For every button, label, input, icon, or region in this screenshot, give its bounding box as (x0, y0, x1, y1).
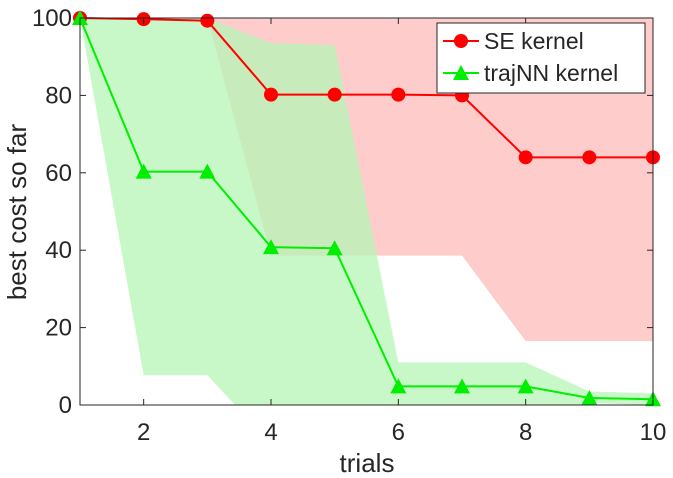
y-tick-label: 60 (45, 160, 72, 187)
legend-se-kernel-marker (454, 34, 468, 48)
y-tick-label: 40 (45, 237, 72, 264)
trajnn-kernel-point (263, 239, 279, 255)
legend-se-kernel-label: SE kernel (484, 28, 584, 54)
x-tick-label: 4 (264, 419, 277, 446)
x-axis-ticks: 2 4 6 8 10 (137, 18, 666, 446)
y-tick-label: 20 (45, 315, 72, 342)
trajnn-kernel-point (581, 390, 598, 406)
trajnn-kernel-line (79, 17, 654, 401)
trajnn-kernel-point (390, 378, 407, 394)
se-kernel-point (518, 150, 533, 165)
trajnn-kernel-point (199, 163, 216, 179)
se-kernel-point (200, 13, 215, 28)
se-kernel-point (327, 87, 342, 102)
trajnn-kernel-point (517, 378, 534, 394)
series-lines (79, 17, 654, 401)
y-axis-ticks: 0 20 40 60 80 100 (32, 5, 653, 419)
x-tick-label: 6 (392, 419, 405, 446)
legend-trajnn-kernel-marker (453, 65, 469, 80)
x-tick-label: 8 (519, 419, 532, 446)
x-tick-label: 2 (137, 419, 150, 446)
se-kernel-band (80, 18, 653, 342)
y-tick-label: 100 (32, 5, 72, 32)
plot-frame (79, 17, 654, 406)
y-tick-label: 80 (45, 82, 72, 109)
se-kernel-point (582, 150, 597, 165)
trajnn-kernel-point (326, 240, 343, 256)
x-tick-label: 10 (640, 419, 667, 446)
legend: SE kernel trajNN kernel (436, 22, 646, 94)
se-kernel-line (79, 17, 653, 159)
se-kernel-point (264, 87, 278, 102)
trajnn-kernel-point (135, 163, 152, 179)
trajnn-kernel-band (80, 18, 653, 405)
y-tick-label: 0 (59, 392, 72, 419)
y-axis-label: best cost so far (2, 124, 32, 301)
trajnn-kernel-point (454, 378, 470, 394)
x-axis-label: trials (340, 448, 395, 478)
confidence-bands (80, 18, 653, 405)
series-markers (72, 10, 661, 407)
legend-box (436, 22, 646, 94)
se-kernel-point (391, 87, 406, 102)
legend-trajnn-kernel-label: trajNN kernel (484, 60, 618, 86)
